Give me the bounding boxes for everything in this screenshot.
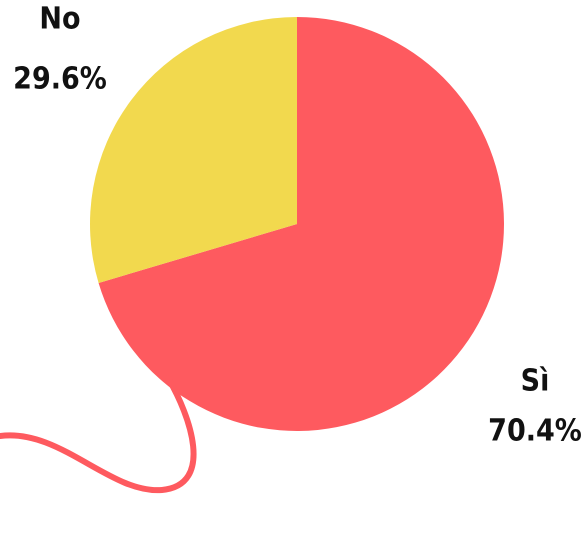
- pie-slice: [98, 17, 504, 432]
- slice-value-label: 29.6%: [13, 62, 107, 97]
- slice-value-label: 70.4%: [488, 414, 582, 449]
- decorative-line: [0, 375, 197, 494]
- pie-slice: [90, 17, 298, 283]
- slice-label: No: [39, 2, 80, 37]
- slice-label: Sì: [521, 364, 550, 399]
